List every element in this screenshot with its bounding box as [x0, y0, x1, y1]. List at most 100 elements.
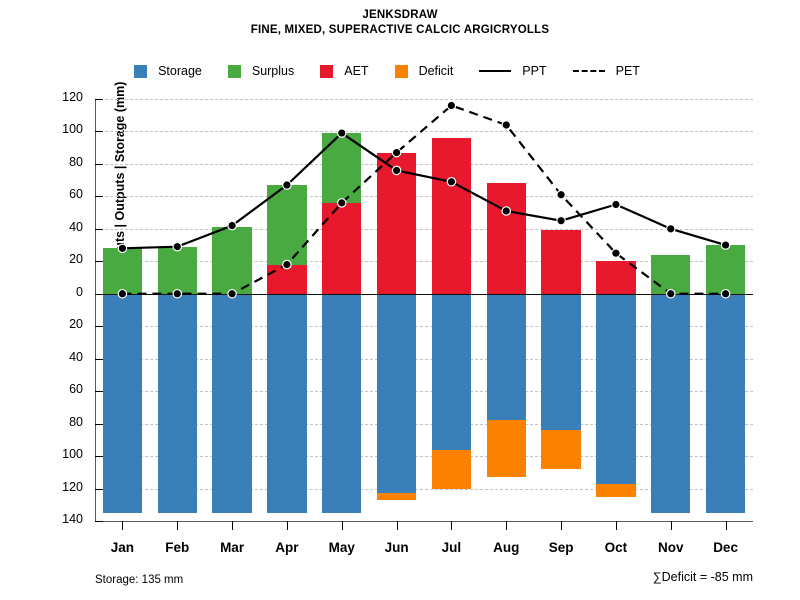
x-tick-label-apr: Apr [275, 540, 299, 555]
title-line-1: JENKSDRAW [362, 9, 438, 21]
chart-title: JENKSDRAW FINE, MIXED, SUPERACTIVE CALCI… [0, 8, 800, 38]
legend-label: Storage [158, 64, 202, 78]
deficit-note: ∑Deficit = -85 mm [652, 570, 753, 584]
y-tick-label: 140 [62, 512, 83, 526]
bar-aet-aug [486, 183, 526, 294]
gridline [95, 358, 753, 360]
y-tick-label: 40 [69, 219, 83, 234]
y-tick-label: 60 [69, 382, 83, 397]
legend-item-ppt[interactable]: PPT [479, 64, 547, 78]
bar-surplus-jan [102, 248, 143, 294]
x-tick-label-jul: Jul [441, 540, 462, 555]
y-tick-mark [95, 196, 103, 198]
gridline [95, 391, 753, 393]
y-tick-mark [95, 488, 103, 490]
bar-aet-jun [376, 152, 417, 294]
x-tick [725, 521, 727, 530]
x-tick [122, 521, 124, 530]
gridline [95, 131, 753, 133]
y-tick-label: 120 [62, 479, 83, 494]
y-tick-label: 40 [69, 349, 83, 364]
bar-aet-may [322, 202, 362, 294]
y-tick-mark [95, 326, 103, 328]
gridline [95, 326, 753, 328]
gridline [95, 456, 753, 458]
y-tick-mark [95, 456, 103, 458]
legend-label: Deficit [418, 64, 454, 78]
bar-deficit-aug [486, 420, 526, 478]
storage-note: Storage: 135 mm [95, 574, 184, 586]
bar-storage-jun [376, 293, 417, 494]
x-tick-label-jan: Jan [110, 540, 135, 555]
x-tick-label-mar: Mar [220, 540, 245, 555]
y-tick-mark [95, 228, 103, 230]
legend-item-storage[interactable]: Storage [134, 64, 202, 78]
x-tick [506, 521, 508, 530]
y-tick-mark [95, 261, 103, 263]
legend-line-ppt-icon [479, 70, 512, 72]
y-tick-mark [95, 423, 103, 425]
legend-item-pet[interactable]: PET [572, 64, 640, 78]
x-tick [451, 521, 453, 530]
x-tick-label-dec: Dec [713, 540, 738, 555]
legend-label: PPT [522, 64, 547, 78]
y-tick-label: 80 [69, 154, 83, 169]
gridline [95, 99, 753, 100]
y-tick-label: 80 [69, 414, 83, 429]
legend-line-pet-icon [572, 70, 605, 72]
legend-item-aet[interactable]: AET [320, 64, 369, 78]
x-tick [232, 521, 234, 530]
legend-swatch-deficit-icon [394, 64, 408, 78]
y-tick-mark [95, 391, 103, 393]
bar-surplus-mar [212, 227, 252, 294]
x-tick-label-jun: Jun [384, 540, 409, 555]
y-tick-label: 100 [62, 122, 83, 137]
bar-deficit-jun [376, 493, 417, 500]
bar-deficit-oct [596, 483, 636, 497]
bar-storage-feb [157, 293, 197, 513]
bar-storage-may [322, 293, 362, 513]
zero-baseline [95, 294, 753, 295]
x-tick-label-sep: Sep [548, 540, 574, 555]
legend-item-deficit[interactable]: Deficit [394, 64, 454, 78]
y-tick-mark [95, 521, 103, 522]
bar-deficit-jul [431, 449, 472, 489]
bar-storage-oct [596, 293, 636, 484]
y-tick-label: 20 [69, 252, 83, 267]
bar-aet-jul [431, 137, 472, 294]
bar-aet-sep [541, 230, 581, 294]
bar-storage-jan [102, 293, 143, 513]
legend-swatch-storage-icon [134, 64, 148, 78]
bar-deficit-sep [541, 430, 581, 470]
bar-storage-nov [651, 293, 691, 513]
x-tick-label-feb: Feb [165, 540, 190, 555]
bar-surplus-nov [651, 254, 691, 294]
x-tick [615, 521, 617, 530]
x-tick-label-aug: Aug [493, 540, 520, 555]
legend-label: Surplus [251, 64, 295, 78]
x-tick-label-oct: Oct [604, 540, 628, 555]
y-tick-mark [95, 99, 103, 100]
legend-item-surplus[interactable]: Surplus [227, 64, 295, 78]
title-line-2: FINE, MIXED, SUPERACTIVE CALCIC ARGICRYO… [250, 24, 550, 36]
y-tick-mark [95, 358, 103, 360]
bar-storage-jul [431, 293, 472, 450]
x-tick-label-may: May [328, 540, 355, 555]
x-tick [286, 521, 288, 530]
bar-surplus-apr [267, 185, 307, 265]
legend-swatch-surplus-icon [227, 64, 241, 78]
gridline [95, 228, 753, 230]
y-tick-label: 120 [62, 90, 83, 104]
gridline [95, 163, 753, 165]
y-tick-mark [95, 163, 103, 165]
chart-legend: Storage Surplus AET Deficit PPT PET [0, 64, 800, 78]
gridline [95, 196, 753, 198]
y-tick-mark [95, 131, 103, 133]
gridline [95, 423, 753, 425]
bar-storage-apr [267, 293, 307, 513]
bar-surplus-may [322, 133, 362, 203]
bar-surplus-feb [157, 246, 197, 294]
legend-label: PET [615, 64, 640, 78]
bar-storage-aug [486, 293, 526, 421]
